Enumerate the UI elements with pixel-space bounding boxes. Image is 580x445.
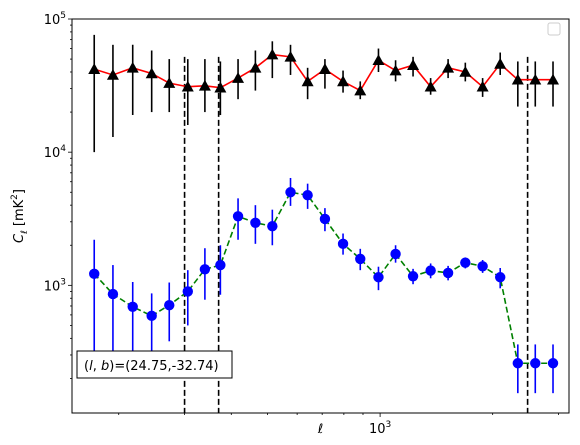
series-1-marker-23 [495,272,506,283]
series-1-line [93,191,554,365]
series-1-marker-17 [390,248,401,260]
series-1-marker-7 [215,259,226,271]
y-tick-label-100000-mantissa: 10 [44,13,61,28]
series-0-marker-18 [407,59,420,70]
series-1-marker-13 [319,213,331,225]
series-0-marker-2 [126,61,139,73]
y-axis-label: Cℓ [mK2] [10,189,30,243]
y-axis-label-unit: [mK [12,199,27,230]
annotation-box [76,350,233,379]
y-axis-label-close: ] [12,189,27,194]
series-0-marker-11 [284,50,297,62]
series-1-marker-12 [302,190,313,201]
y-tick-label-10000-mantissa: 10 [44,146,61,161]
series-1-marker-0 [89,268,100,280]
series-0-marker-8 [232,72,245,83]
series-1-marker-19 [425,265,436,276]
series-0-marker-3 [145,67,158,79]
x-axis-label: ℓ [317,422,323,437]
series-1-marker-6 [199,264,211,275]
series-0-marker-14 [337,75,350,87]
series-1-marker-25 [530,358,541,369]
series-0-marker-5 [181,80,194,92]
series-0-marker-21 [459,65,472,77]
annotation-text: (l, b)=(24.75,-32.74) [84,359,219,374]
series-1-marker-4 [164,299,175,311]
series-0-marker-24 [511,73,524,85]
y-tick-label-1000-mantissa: 10 [44,279,61,294]
series-0-marker-17 [389,64,402,76]
plot-content [88,34,560,413]
annotation-open: ( [84,359,89,374]
series-1-marker-11 [285,187,296,198]
series-1-marker-3 [146,310,157,322]
series-0-marker-19 [424,80,437,92]
y-tick-label-1000-exponent: 3 [60,277,66,287]
series-0-marker-7 [214,81,227,93]
series-1-marker-1 [107,288,119,300]
series-0-marker-15 [354,84,367,96]
y-tick-label-1000: 103 [44,277,66,294]
series-0-marker-9 [249,61,262,73]
series-0-marker-25 [529,73,542,85]
y-axis-label-sup: 2 [10,194,20,200]
annotation-comma: , [93,359,101,374]
series-0-marker-16 [372,54,385,66]
x-tick-label-1000-mantissa: 10 [369,422,386,437]
series-0-marker-20 [442,61,455,73]
plot-area [88,34,560,413]
series-1-marker-8 [232,211,244,222]
series-1-marker-5 [182,286,193,297]
series-1-marker-2 [127,301,138,313]
series-0-marker-1 [106,68,119,80]
legend-box [547,22,561,36]
series-0-marker-13 [318,63,331,74]
y-tick-label-100000-exponent: 5 [60,11,66,21]
series-0-marker-26 [547,73,560,85]
series-0-marker-10 [266,48,279,60]
series-1-marker-26 [547,358,559,369]
series-1-marker-24 [512,358,524,369]
series-0-marker-0 [88,63,101,74]
series-0-marker-4 [163,77,176,88]
series-1-marker-22 [477,261,488,272]
series-0-marker-12 [301,75,314,87]
series-1-marker-16 [373,272,384,283]
x-tick-label-1000-exponent: 3 [386,420,392,430]
series-1-marker-18 [407,271,419,282]
series-1-marker-15 [355,253,366,265]
series-0-marker-6 [198,79,211,91]
series-0-marker-22 [476,80,489,92]
annotation-b: b [101,359,109,374]
series-1-marker-14 [337,238,349,250]
y-axis-label-symbol: C [12,233,27,243]
y-axis-label-sub: ℓ [20,230,30,235]
y-tick-label-100000: 105 [44,11,66,28]
annotation-value: =(24.75,-32.74) [114,359,218,374]
annotation-l: l [89,359,93,374]
y-tick-label-10000: 104 [44,144,67,161]
series-1-marker-9 [250,217,261,228]
series-1-marker-10 [267,221,278,232]
x-tick-label-1000: 103 [369,420,391,437]
annotation-close: ) [109,359,114,374]
series-1-marker-20 [442,267,454,279]
series-0-marker-23 [494,57,507,69]
axes-frame [71,18,570,414]
y-tick-label-10000-exponent: 4 [60,144,66,154]
series-1-marker-21 [460,257,471,268]
